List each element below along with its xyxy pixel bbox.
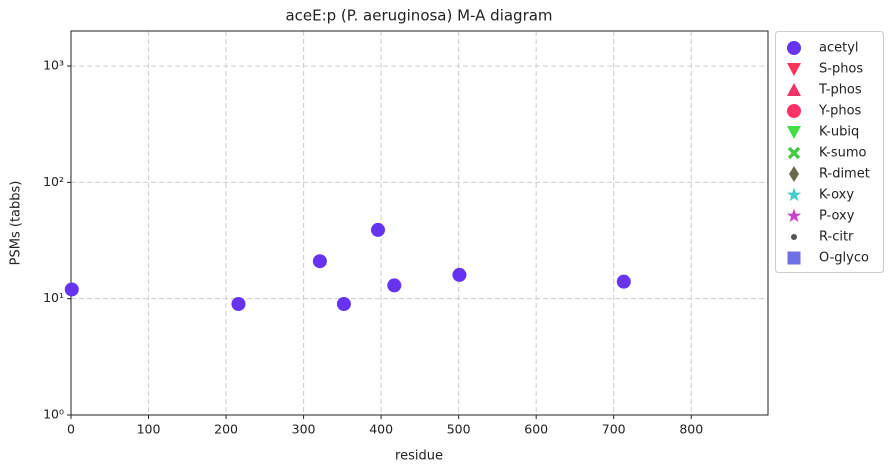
legend-box xyxy=(775,31,884,273)
legend-label: K-sumo xyxy=(819,146,867,161)
y-tick-label: 10² xyxy=(43,174,64,189)
y-tick-label: 10³ xyxy=(43,58,64,73)
legend-marker xyxy=(787,146,801,160)
point xyxy=(387,278,402,293)
point xyxy=(616,274,631,289)
legend-marker xyxy=(787,104,801,118)
legend-label: acetyl xyxy=(819,41,859,56)
legend-marker xyxy=(787,126,801,139)
legend-marker xyxy=(787,251,801,265)
x-tick-label: 600 xyxy=(524,422,548,437)
point xyxy=(371,222,386,237)
x-axis-label: residue xyxy=(395,449,443,464)
legend-marker xyxy=(787,83,801,96)
legend-label: K-oxy xyxy=(819,188,854,203)
y-tick-label: 10⁰ xyxy=(43,407,64,422)
chart-title: aceE:p (P. aeruginosa) M-A diagram xyxy=(285,7,552,25)
y-axis-label: PSMs (tabbs) xyxy=(9,181,24,266)
x-tick-label: 0 xyxy=(67,422,75,437)
plot-frame xyxy=(70,30,769,416)
legend-label: R-citr xyxy=(819,230,854,245)
point xyxy=(336,296,351,311)
legend-marker xyxy=(787,41,801,55)
point xyxy=(452,267,467,282)
legend-marker xyxy=(789,166,799,182)
point xyxy=(231,296,246,311)
x-tick-label: 700 xyxy=(602,422,626,437)
y-tick-label: 10¹ xyxy=(43,290,64,305)
legend-label: T-phos xyxy=(818,83,862,98)
point xyxy=(312,254,327,269)
x-tick-label: 400 xyxy=(369,422,393,437)
legend-marker xyxy=(787,63,801,76)
point xyxy=(64,282,79,297)
x-tick-label: 800 xyxy=(679,422,703,437)
x-tick-label: 500 xyxy=(447,422,471,437)
x-tick-label: 100 xyxy=(137,422,161,437)
legend-label: P-oxy xyxy=(819,209,855,224)
legend-marker xyxy=(786,208,802,223)
legend-label: Y-phos xyxy=(818,104,862,119)
legend-marker xyxy=(791,234,797,240)
legend-label: R-dimet xyxy=(819,167,870,182)
legend-label: S-phos xyxy=(819,62,863,77)
legend-marker xyxy=(786,187,802,202)
legend-label: K-ubiq xyxy=(819,125,859,140)
x-tick-label: 300 xyxy=(292,422,316,437)
x-tick-label: 200 xyxy=(214,422,238,437)
legend-label: O-glyco xyxy=(819,251,869,266)
